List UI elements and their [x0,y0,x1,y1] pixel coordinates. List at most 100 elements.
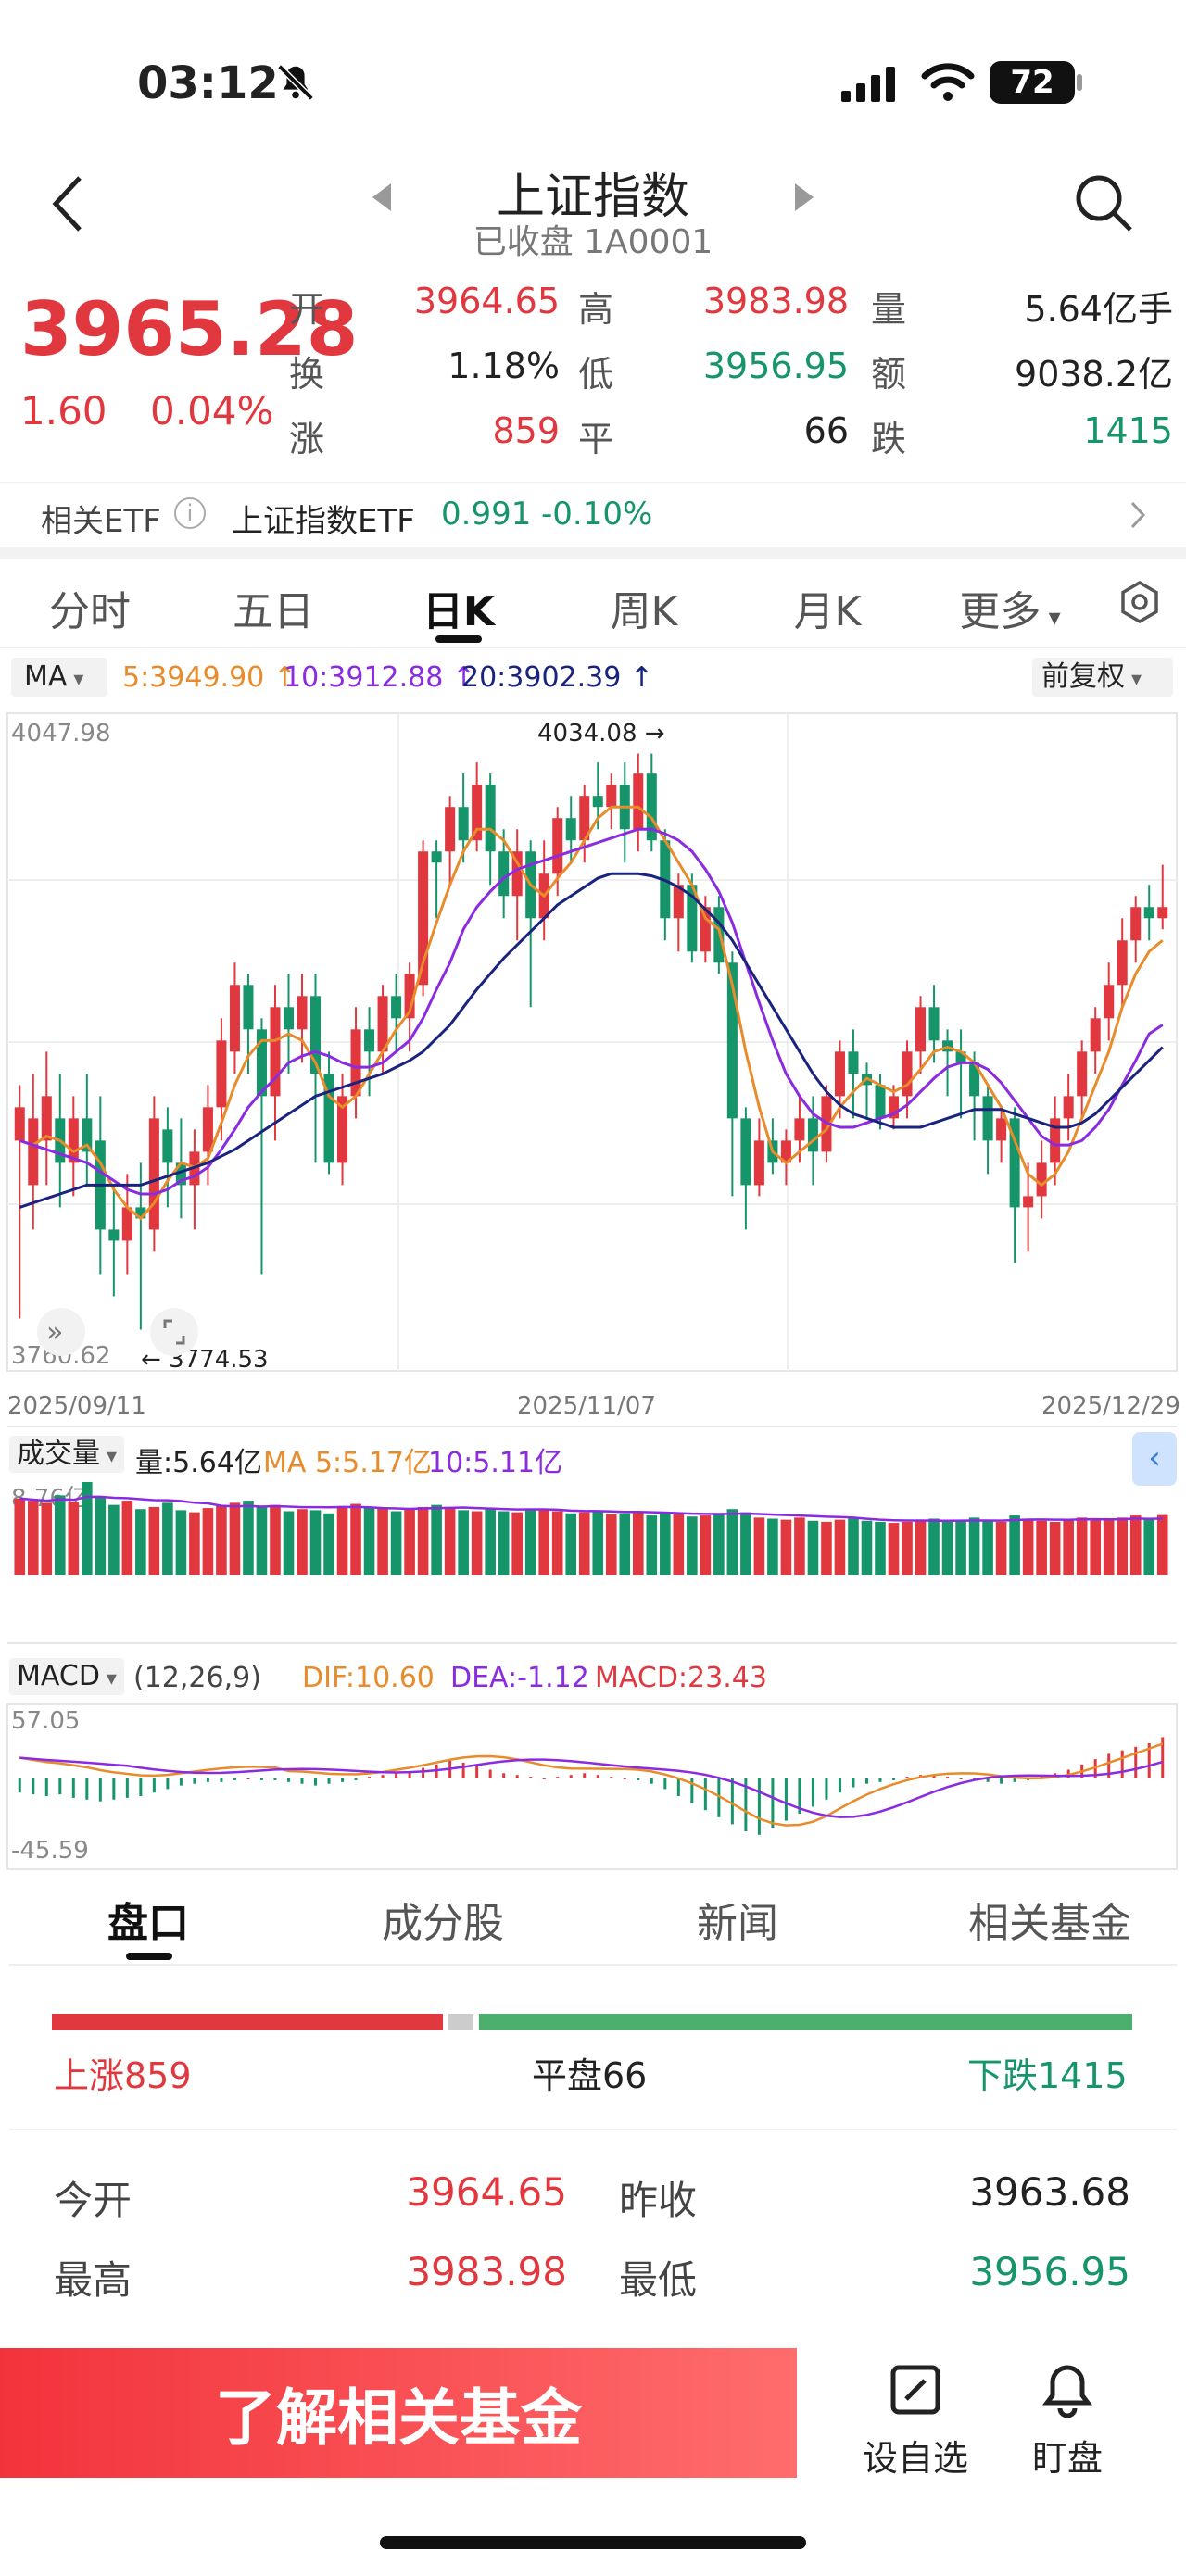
related-etf-bar[interactable]: 相关ETF i 上证指数ETF 0.991 -0.10% [0,482,1186,547]
macd-bar [637,1778,640,1780]
breadth-flat-segment [448,2014,473,2030]
tab-more[interactable]: 更多 ▾ [936,578,1084,637]
candle-body [162,1129,173,1163]
macd-bar [286,1778,290,1782]
search-icon[interactable] [1073,172,1134,237]
macd-bar [784,1778,788,1821]
macd-bar [85,1778,89,1800]
macd-bar [112,1778,116,1800]
tab-more-label: 更多 [959,588,1041,635]
macd-bar [368,1777,372,1778]
battery-tip [1077,74,1082,91]
settings-icon[interactable] [1117,580,1162,628]
etf-label: 相关ETF [41,503,161,540]
candle-body [982,1096,993,1141]
y-axis-top-label: 4047.98 [11,720,111,748]
max-price-value: 4034.08 [537,720,637,748]
caret-down-icon: ▾ [1125,668,1142,691]
volume-bar [323,1513,334,1575]
collapse-panel-icon[interactable]: ‹ [1132,1432,1177,1486]
macd-bar [946,1777,950,1778]
candle-body [807,1118,818,1152]
volume-bar [524,1510,536,1575]
macd-bar [878,1778,882,1782]
tab-weekly-k[interactable]: 周K [610,588,678,635]
volume-bar [68,1502,80,1575]
ma5-line [19,805,1164,1221]
dea-line [19,1756,1164,1818]
macd-bar [1107,1753,1111,1778]
day-high-value: 3983.98 [406,2249,567,2294]
candle-body [148,1118,159,1230]
volume-bar [767,1518,778,1575]
volume-ma10-text: 10:5.11亿 [428,1447,563,1479]
add-watchlist-button[interactable]: 设自选 [851,2362,980,2481]
macd-bar [623,1778,626,1779]
candle-body [485,785,496,852]
tab-monthly-k[interactable]: 月K [793,588,862,635]
fullscreen-icon-glyph [163,1319,185,1345]
kline-chart[interactable]: 4047.98 3760.62 4034.08 → ← 3774.53 » 20… [0,648,1186,1871]
monitor-button[interactable]: 盯盘 [1003,2362,1132,2481]
candle-body [350,1029,361,1097]
volume-bar [309,1510,322,1575]
ma-selector[interactable]: MA ▾ [11,658,107,697]
tab-daily-k[interactable]: 日K [422,588,496,635]
macd-bar [892,1778,896,1780]
next-index-icon[interactable] [793,182,815,217]
info-icon[interactable]: i [174,497,206,529]
volume-bar [968,1517,980,1575]
volume-bar [1143,1518,1155,1575]
chevron-right-icon[interactable] [1129,501,1147,533]
tab-related-funds[interactable]: 相关基金 [968,1900,1131,1947]
candle-body [391,996,402,1019]
volume-bar [202,1508,214,1575]
volume-bar [551,1511,563,1575]
volume-bar [928,1518,940,1575]
volume-bar [431,1504,442,1575]
volume-bar [687,1516,698,1575]
adjust-selector[interactable]: 前复权 ▾ [1032,658,1173,697]
macd-bar [932,1775,936,1778]
volume-bar [1129,1515,1142,1575]
tab-minute[interactable]: 分时 [49,588,131,635]
edit-icon [890,2365,940,2415]
caret-down-icon: ▾ [1041,604,1061,632]
volume-bar [148,1506,160,1575]
volume-bar [713,1513,725,1575]
macd-bar [1147,1743,1151,1778]
volume-selector[interactable]: 成交量 ▾ [9,1436,125,1473]
learn-funds-button[interactable]: 了解相关基金 [0,2348,797,2478]
candle-body [646,773,657,841]
macd-bar [327,1778,331,1784]
etf-name[interactable]: 上证指数ETF [232,503,415,540]
volume-bar [619,1513,631,1575]
adjust-label: 前复权 [1041,660,1125,693]
candle-body [606,785,617,808]
fast-forward-icon [37,1308,85,1356]
candle-body [511,851,523,897]
candle-body [296,996,308,1030]
tab-constituents[interactable]: 成分股 [382,1900,504,1947]
breadth-up-segment [52,2014,444,2030]
macd-bar [811,1778,814,1807]
back-icon[interactable] [50,174,87,237]
volume-bars [14,1482,1168,1575]
volume-bar [902,1521,913,1575]
prev-index-icon[interactable] [371,182,393,217]
candle-body [472,785,483,841]
candle-body [1050,1118,1061,1163]
macd-bar [864,1778,868,1784]
macd-selector[interactable]: MACD ▾ [9,1658,124,1695]
candle-body [753,1140,764,1186]
volume-bar [1036,1520,1047,1575]
volume-bar [162,1502,173,1575]
tab-five-day[interactable]: 五日 [233,588,314,635]
candle-body [14,1107,25,1141]
high-value: 3983.98 [702,281,849,321]
volume-bar [458,1510,469,1575]
etf-price: 0.991 [441,496,532,533]
tab-news[interactable]: 新闻 [697,1900,778,1947]
macd-panel-label: MACD [17,1660,100,1692]
tab-order-book[interactable]: 盘口 [107,1900,189,1947]
